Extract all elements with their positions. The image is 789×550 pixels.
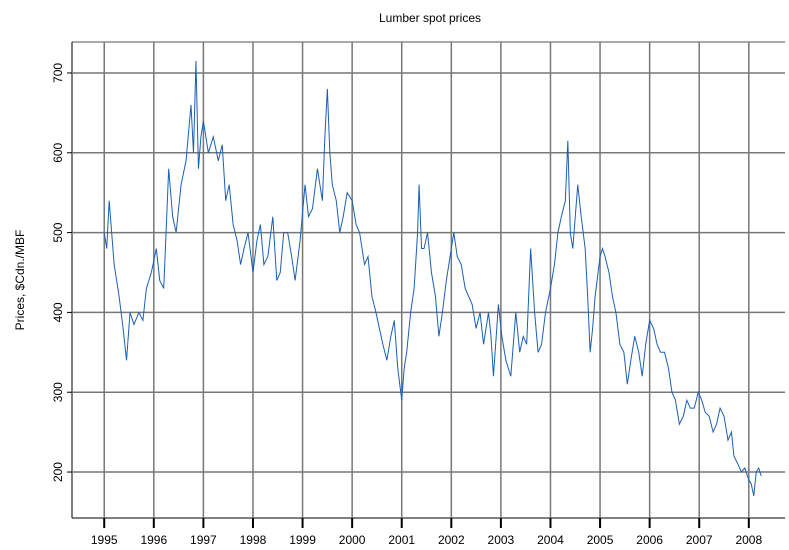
chart-title: Lumber spot prices [379,11,481,25]
x-tick-label: 1996 [140,533,167,547]
y-axis-label: Prices, $Cdn./MBF [13,230,27,331]
x-tick-label: 1999 [289,533,316,547]
x-tick-label: 1998 [240,533,267,547]
x-tick-label: 2008 [735,533,762,547]
y-tick-label: 300 [51,382,65,402]
x-tick-label: 2002 [438,533,465,547]
x-tick-label: 2007 [686,533,713,547]
price-line [103,60,762,497]
y-tick-label: 200 [51,462,65,482]
x-tick-label: 2005 [587,533,614,547]
y-tick-label: 600 [51,142,65,162]
y-tick-label: 700 [51,63,65,83]
x-tick-label: 2004 [537,533,564,547]
x-tick-label: 2006 [636,533,663,547]
y-tick-label: 400 [51,302,65,322]
x-tick-label: 2000 [339,533,366,547]
x-tick-label: 2003 [488,533,515,547]
x-tick-label: 2001 [388,533,415,547]
x-tick-label: 1997 [190,533,217,547]
y-tick-label: 500 [51,222,65,242]
x-tick-label: 1995 [91,533,118,547]
